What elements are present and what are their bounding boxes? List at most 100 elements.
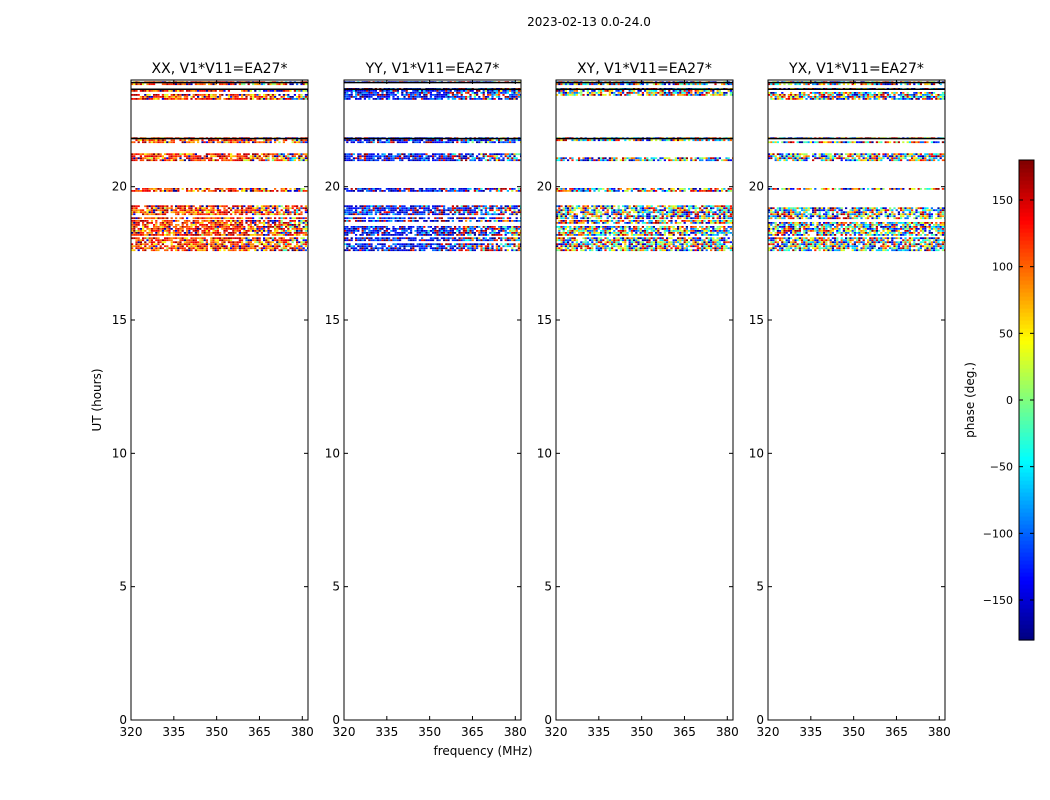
data-band [556, 220, 733, 236]
colorbar-segment [1019, 164, 1034, 169]
data-band [131, 137, 308, 144]
colorbar-segment [1019, 476, 1034, 481]
phase-image [768, 81, 945, 252]
colorbar-segment [1019, 452, 1034, 457]
y-tick-label: 5 [119, 580, 127, 594]
colorbar-segment [1019, 448, 1034, 453]
colorbar-segment [1019, 536, 1034, 541]
data-band [131, 220, 308, 236]
colorbar-segment [1019, 488, 1034, 493]
colorbar-segment [1019, 500, 1034, 505]
colorbar-segment [1019, 392, 1034, 397]
colorbar-segment [1019, 256, 1034, 261]
colorbar-segment [1019, 548, 1034, 553]
band-edge [131, 137, 308, 140]
y-tick-label: 0 [544, 713, 552, 727]
colorbar-segment [1019, 308, 1034, 313]
colorbar-segment [1019, 512, 1034, 517]
colorbar-segment [1019, 400, 1034, 405]
colorbar-segment [1019, 600, 1034, 605]
colorbar-segment [1019, 604, 1034, 609]
colorbar-segment [1019, 508, 1034, 513]
colorbar-segment [1019, 216, 1034, 221]
colorbar-segment [1019, 420, 1034, 425]
colorbar-segment [1019, 176, 1034, 181]
data-band [556, 81, 733, 86]
colorbar-segment [1019, 188, 1034, 193]
colorbar-segment [1019, 440, 1034, 445]
data-band [344, 137, 521, 144]
band-edge [131, 88, 308, 90]
colorbar-segment [1019, 608, 1034, 613]
colorbar-tick-label: 100 [992, 261, 1013, 274]
x-tick-label: 380 [716, 725, 739, 739]
y-tick-label: 20 [325, 180, 340, 194]
data-band [344, 220, 521, 236]
colorbar-segment [1019, 544, 1034, 549]
data-band [344, 237, 521, 252]
data-band [344, 188, 521, 192]
colorbar-tick-label: 0 [1006, 394, 1013, 407]
colorbar-segment [1019, 340, 1034, 345]
panel-4: YX, V1*V11=EA27* 320 335 350 365 380 0 5 10 15 20 [749, 61, 951, 739]
y-tick-label: 10 [325, 446, 340, 460]
x-tick-label: 365 [461, 725, 484, 739]
colorbar-segment [1019, 564, 1034, 569]
colorbar-segment [1019, 560, 1034, 565]
band-edge [344, 88, 521, 90]
x-tick-label: 365 [885, 725, 908, 739]
colorbar-segment [1019, 520, 1034, 525]
colorbar-segment [1019, 296, 1034, 301]
colorbar-segment [1019, 304, 1034, 309]
data-band [556, 137, 733, 142]
colorbar-segment [1019, 576, 1034, 581]
panel-frame [130, 79, 309, 721]
colorbar-segment [1019, 276, 1034, 281]
colorbar-segment [1019, 432, 1034, 437]
x-tick-label: 320 [120, 725, 143, 739]
colorbar-segment [1019, 352, 1034, 357]
colorbar-segment [1019, 244, 1034, 249]
colorbar-segment [1019, 332, 1034, 337]
colorbar-segment [1019, 324, 1034, 329]
panel-2: YY, V1*V11=EA27* 320 335 350 365 380 0 5 10 15 20 [325, 61, 527, 739]
band-edge [556, 81, 733, 84]
colorbar-segment [1019, 404, 1034, 409]
colorbar-segment [1019, 224, 1034, 229]
band-edge [768, 81, 945, 84]
colorbar-segment [1019, 624, 1034, 629]
x-tick-label: 365 [248, 725, 271, 739]
data-band [131, 81, 308, 86]
y-tick-label: 5 [544, 580, 552, 594]
colorbar-segment [1019, 320, 1034, 325]
phase-image [131, 81, 308, 252]
colorbar-segment [1019, 552, 1034, 557]
data-band [131, 153, 308, 162]
colorbar-segment [1019, 376, 1034, 381]
x-tick-label: 380 [504, 725, 527, 739]
colorbar-segment [1019, 180, 1034, 185]
band-edge [131, 81, 308, 84]
x-tick-label: 335 [162, 725, 185, 739]
colorbar-segment [1019, 204, 1034, 209]
panel-frame [555, 79, 734, 721]
x-axis-label: frequency (MHz) [433, 744, 532, 758]
data-band [131, 237, 308, 252]
x-tick-label: 350 [630, 725, 653, 739]
data-band [344, 81, 521, 84]
colorbar-segment [1019, 348, 1034, 353]
colorbar-segment [1019, 232, 1034, 237]
colorbar-segment [1019, 280, 1034, 285]
x-tick-label: 335 [375, 725, 398, 739]
colorbar-segment [1019, 436, 1034, 441]
colorbar-tick-label: 50 [999, 327, 1013, 340]
colorbar-segment [1019, 556, 1034, 561]
colorbar-segment [1019, 368, 1034, 373]
colorbar-segment [1019, 336, 1034, 341]
colorbar-segment [1019, 300, 1034, 305]
panel-title: YY, V1*V11=EA27* [365, 61, 500, 77]
colorbar-segment [1019, 264, 1034, 269]
colorbar-segment [1019, 496, 1034, 501]
y-tick-label: 5 [332, 580, 340, 594]
